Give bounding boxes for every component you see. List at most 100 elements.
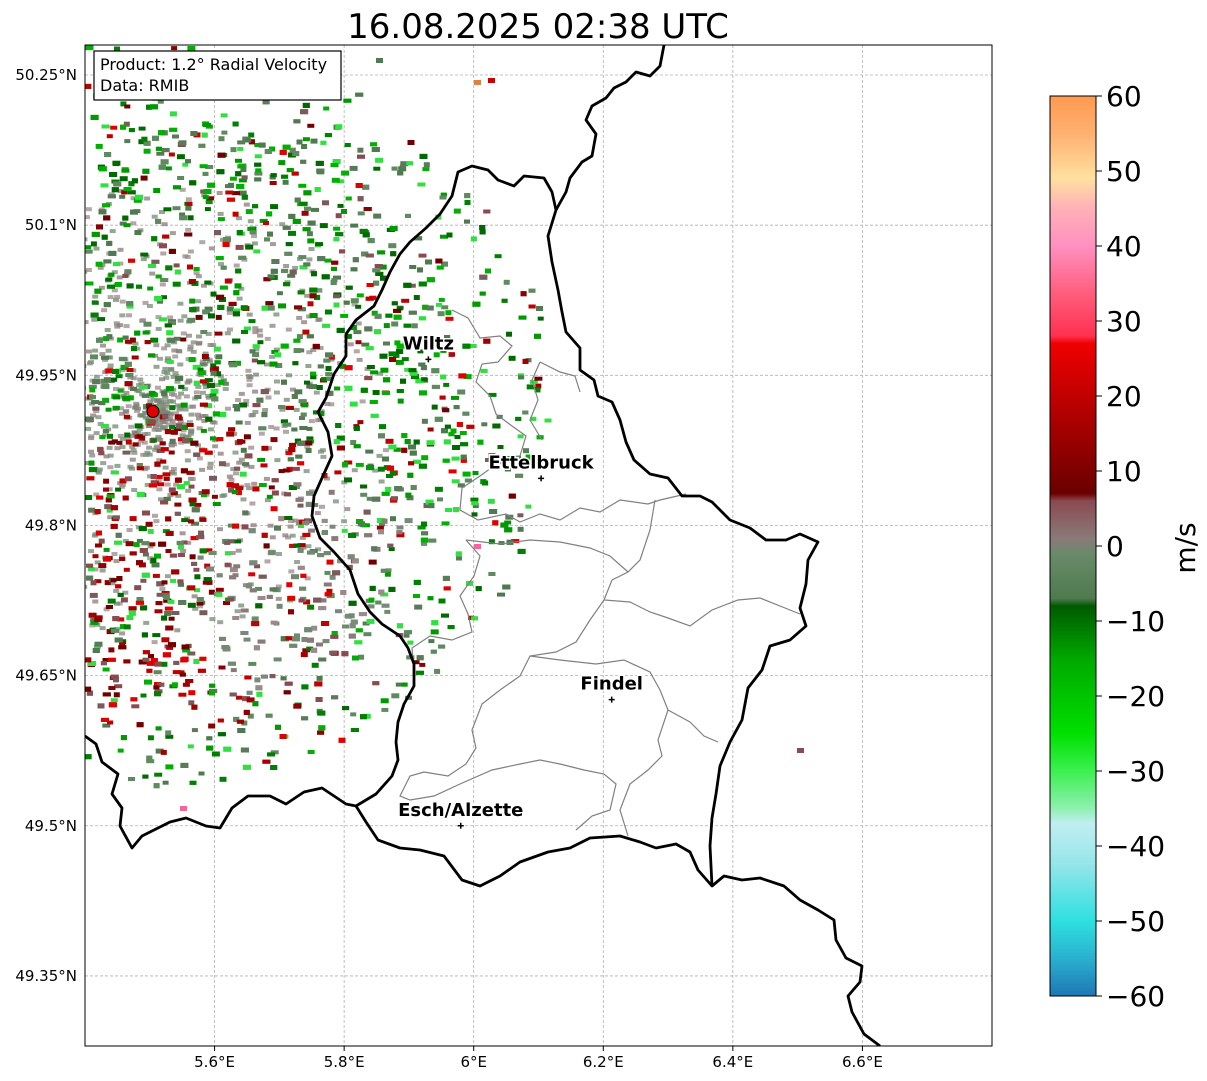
velocity-gate	[357, 196, 364, 202]
velocity-gate	[284, 516, 293, 520]
velocity-gate	[35, 317, 41, 321]
velocity-gate	[318, 411, 325, 417]
velocity-gate	[113, 677, 119, 683]
velocity-gate	[204, 403, 213, 409]
velocity-gate	[382, 390, 390, 395]
velocity-gate	[440, 374, 447, 380]
velocity-gate	[413, 295, 420, 300]
velocity-gate	[425, 499, 434, 505]
velocity-gate	[267, 231, 273, 237]
velocity-gate	[132, 442, 139, 447]
velocity-gate	[282, 225, 291, 230]
velocity-gate	[141, 136, 148, 142]
velocity-gate	[92, 599, 99, 604]
velocity-gate	[273, 347, 280, 352]
velocity-gate	[471, 512, 478, 517]
velocity-gate	[372, 468, 379, 473]
velocity-gate	[420, 365, 427, 371]
velocity-gate	[85, 237, 88, 242]
velocity-gate	[147, 286, 154, 291]
velocity-gate	[184, 254, 191, 259]
velocity-gate	[350, 223, 359, 228]
velocity-gate	[123, 659, 131, 664]
velocity-gate	[25, 412, 31, 416]
velocity-gate	[182, 682, 190, 687]
colorbar-tick-label: 0	[1106, 530, 1124, 563]
velocity-gate	[304, 380, 310, 385]
velocity-gate	[448, 432, 455, 437]
velocity-gate	[155, 601, 163, 606]
velocity-gate	[102, 658, 109, 662]
velocity-gate	[125, 541, 134, 547]
velocity-gate	[137, 438, 144, 443]
velocity-gate	[401, 682, 408, 687]
velocity-gate	[110, 698, 118, 703]
velocity-gate	[95, 530, 102, 536]
velocity-gate	[142, 657, 150, 662]
velocity-gate	[292, 265, 299, 270]
colorbar-tick-label: −40	[1106, 830, 1165, 863]
colorbar-tick-label: 10	[1106, 455, 1142, 488]
velocity-gate	[314, 294, 321, 300]
city-label: Wiltz	[403, 333, 454, 354]
velocity-gate	[249, 588, 257, 593]
velocity-gate	[115, 374, 123, 379]
velocity-gate	[348, 633, 356, 639]
velocity-gate	[128, 777, 135, 781]
velocity-gate	[388, 586, 396, 592]
velocity-gate	[189, 780, 197, 785]
velocity-gate	[390, 251, 397, 257]
velocity-gate	[159, 587, 166, 591]
velocity-gate	[131, 450, 138, 455]
velocity-gate	[163, 375, 170, 380]
velocity-gate	[157, 99, 164, 104]
velocity-gate	[288, 519, 294, 523]
velocity-gate	[279, 407, 286, 412]
velocity-gate	[286, 373, 292, 378]
belgium-france-border	[85, 734, 357, 850]
velocity-gate	[139, 413, 146, 418]
velocity-gate	[365, 253, 374, 258]
velocity-gate	[113, 692, 120, 698]
velocity-gate	[233, 716, 240, 722]
velocity-gate	[149, 271, 156, 276]
velocity-gate	[153, 188, 161, 193]
velocity-gate	[145, 521, 153, 527]
velocity-gate	[488, 392, 497, 397]
velocity-gate	[176, 154, 185, 160]
velocity-gate	[344, 460, 353, 465]
velocity-gate	[246, 486, 253, 491]
velocity-gate	[152, 353, 159, 358]
velocity-gate	[173, 660, 180, 665]
velocity-gate	[525, 454, 532, 460]
velocity-gate	[397, 623, 403, 629]
lon-tick-label: 6.2°E	[583, 1053, 624, 1071]
velocity-gate	[180, 402, 188, 408]
velocity-gate	[279, 222, 286, 227]
velocity-gate	[113, 601, 120, 606]
velocity-gate	[422, 167, 430, 172]
velocity-gate	[0, 364, 2, 368]
velocity-gate	[306, 334, 314, 339]
velocity-gate	[124, 476, 132, 482]
velocity-gate	[132, 405, 138, 410]
velocity-gate	[169, 231, 176, 236]
velocity-gate	[528, 304, 536, 309]
velocity-gate	[24, 432, 30, 436]
velocity-gate	[298, 255, 307, 260]
velocity-gate	[227, 523, 235, 528]
velocity-gate	[350, 440, 357, 445]
velocity-gate	[294, 197, 301, 203]
velocity-gate	[462, 411, 470, 416]
velocity-gate	[196, 340, 203, 345]
velocity-gate	[334, 386, 341, 391]
velocity-gate	[122, 539, 129, 543]
velocity-gate	[362, 232, 370, 238]
velocity-gate	[86, 690, 93, 696]
velocity-gate	[224, 540, 231, 545]
velocity-gate	[146, 445, 153, 450]
velocity-gate	[92, 406, 100, 411]
lat-tick-label: 49.95°N	[15, 366, 77, 384]
velocity-gate	[363, 632, 372, 637]
